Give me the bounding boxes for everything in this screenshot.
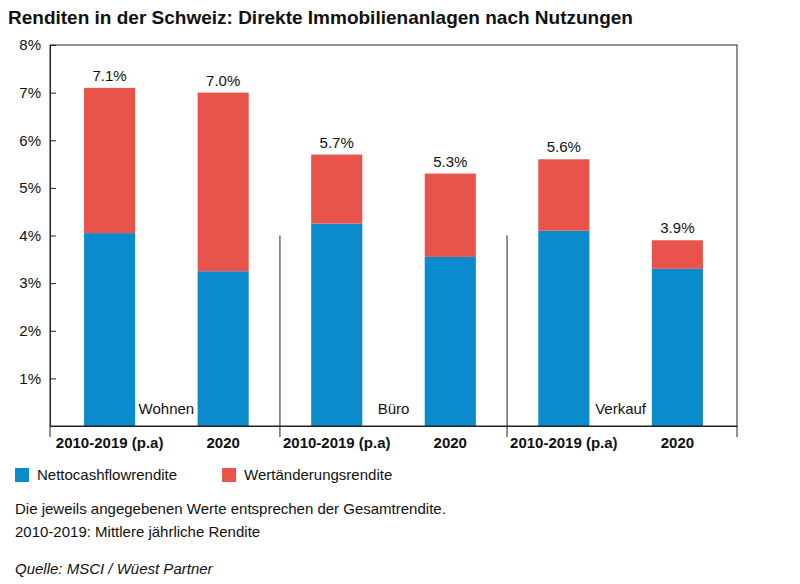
y-tick-mark bbox=[50, 45, 56, 46]
legend-swatch bbox=[15, 468, 29, 482]
bar-segment bbox=[425, 257, 476, 426]
x-tick: 2010-2019 (p.a) bbox=[56, 434, 164, 451]
bar-segment bbox=[198, 93, 249, 272]
group-tick bbox=[737, 426, 738, 437]
legend-item: Nettocashflowrendite bbox=[15, 466, 177, 483]
x-tick: 2010-2019 (p.a) bbox=[510, 434, 618, 451]
legend: Nettocashflowrendite Wertänderungsrendite bbox=[15, 466, 392, 483]
y-tick-mark bbox=[50, 93, 56, 94]
x-tick-label: 2020 bbox=[434, 434, 467, 451]
group-label: Wohnen bbox=[139, 400, 195, 417]
title: Renditen in der Schweiz: Direkte Immobil… bbox=[8, 7, 633, 28]
note: 2010-2019: Mittlere jährliche Rendite bbox=[15, 523, 260, 540]
y-tick-mark bbox=[50, 378, 56, 379]
group-label: Büro bbox=[378, 400, 410, 417]
x-tick: 2020 bbox=[661, 434, 694, 451]
x-tick-label: 2010-2019 (p.a) bbox=[283, 434, 391, 451]
group-separator bbox=[507, 236, 508, 427]
bars bbox=[84, 88, 703, 426]
y-tick-label: 8% bbox=[19, 36, 41, 53]
y-tick: 3% bbox=[19, 274, 56, 291]
x-axis: 2010-2019 (p.a) 2020 2010-2019 (p.a) 2020 20… bbox=[51, 427, 738, 451]
chart: Renditen in der Schweiz: Direkte Immobil… bbox=[0, 0, 800, 584]
bar-segment bbox=[538, 231, 589, 426]
legend-label: Nettocashflowrendite bbox=[37, 466, 177, 483]
y-tick: 4% bbox=[19, 227, 56, 244]
bar-segment bbox=[311, 224, 362, 426]
bar-segment bbox=[425, 174, 476, 257]
y-tick: 6% bbox=[19, 132, 56, 149]
y-tick-label: 5% bbox=[19, 179, 41, 196]
group-separator bbox=[279, 236, 280, 427]
x-tick-label: 2020 bbox=[661, 434, 694, 451]
source: Quelle: MSCI / Wüest Partner bbox=[15, 560, 214, 577]
y-axis: 1% 2% 3% 4% 5% 6% 7% 8% bbox=[19, 36, 56, 426]
y-tick-label: 6% bbox=[19, 132, 41, 149]
plot-frame bbox=[50, 45, 737, 426]
y-tick-label: 7% bbox=[19, 84, 41, 101]
y-tick-mark bbox=[50, 188, 56, 189]
x-tick: 2020 bbox=[206, 434, 239, 451]
legend-label: Wertänderungsrendite bbox=[244, 466, 392, 483]
legend-item: Wertänderungsrendite bbox=[222, 466, 392, 483]
total-label: 7.0% bbox=[206, 72, 240, 89]
note: Die jeweils angegebenen Werte entspreche… bbox=[15, 500, 446, 517]
x-tick-label: 2010-2019 (p.a) bbox=[56, 434, 164, 451]
y-tick: 8% bbox=[19, 36, 56, 53]
group-tick bbox=[279, 426, 280, 437]
bar-segment bbox=[652, 269, 703, 426]
group-tick bbox=[507, 426, 508, 437]
x-tick-label: 2010-2019 (p.a) bbox=[510, 434, 618, 451]
x-tick: 2010-2019 (p.a) bbox=[283, 434, 391, 451]
bar-segment bbox=[652, 240, 703, 269]
y-tick-mark bbox=[50, 331, 56, 332]
y-tick: 5% bbox=[19, 179, 56, 196]
y-tick: 2% bbox=[19, 322, 56, 339]
group-label: Verkauf bbox=[595, 400, 647, 417]
total-label: 7.1% bbox=[93, 67, 127, 84]
y-tick-label: 3% bbox=[19, 274, 41, 291]
total-label: 3.9% bbox=[660, 219, 694, 236]
y-tick-label: 2% bbox=[19, 322, 41, 339]
y-tick-mark bbox=[50, 283, 56, 284]
y-axis-line bbox=[51, 46, 57, 427]
y-tick-mark bbox=[50, 236, 56, 237]
bar-segment bbox=[538, 159, 589, 230]
bar-segment bbox=[198, 271, 249, 426]
bar-segment bbox=[84, 88, 135, 233]
group-tick bbox=[50, 426, 51, 437]
x-tick-label: 2020 bbox=[206, 434, 239, 451]
total-label: 5.3% bbox=[433, 153, 467, 170]
bar-segment bbox=[84, 233, 135, 426]
y-tick-label: 1% bbox=[19, 370, 41, 387]
bar-segment bbox=[311, 155, 362, 224]
y-tick: 1% bbox=[19, 370, 56, 387]
x-axis-line bbox=[51, 426, 738, 427]
y-tick-label: 4% bbox=[19, 227, 41, 244]
y-tick: 7% bbox=[19, 84, 56, 101]
total-label: 5.6% bbox=[547, 138, 581, 155]
x-tick: 2020 bbox=[434, 434, 467, 451]
y-tick-mark bbox=[50, 140, 56, 141]
legend-swatch bbox=[222, 468, 236, 482]
total-label: 5.7% bbox=[320, 134, 354, 151]
